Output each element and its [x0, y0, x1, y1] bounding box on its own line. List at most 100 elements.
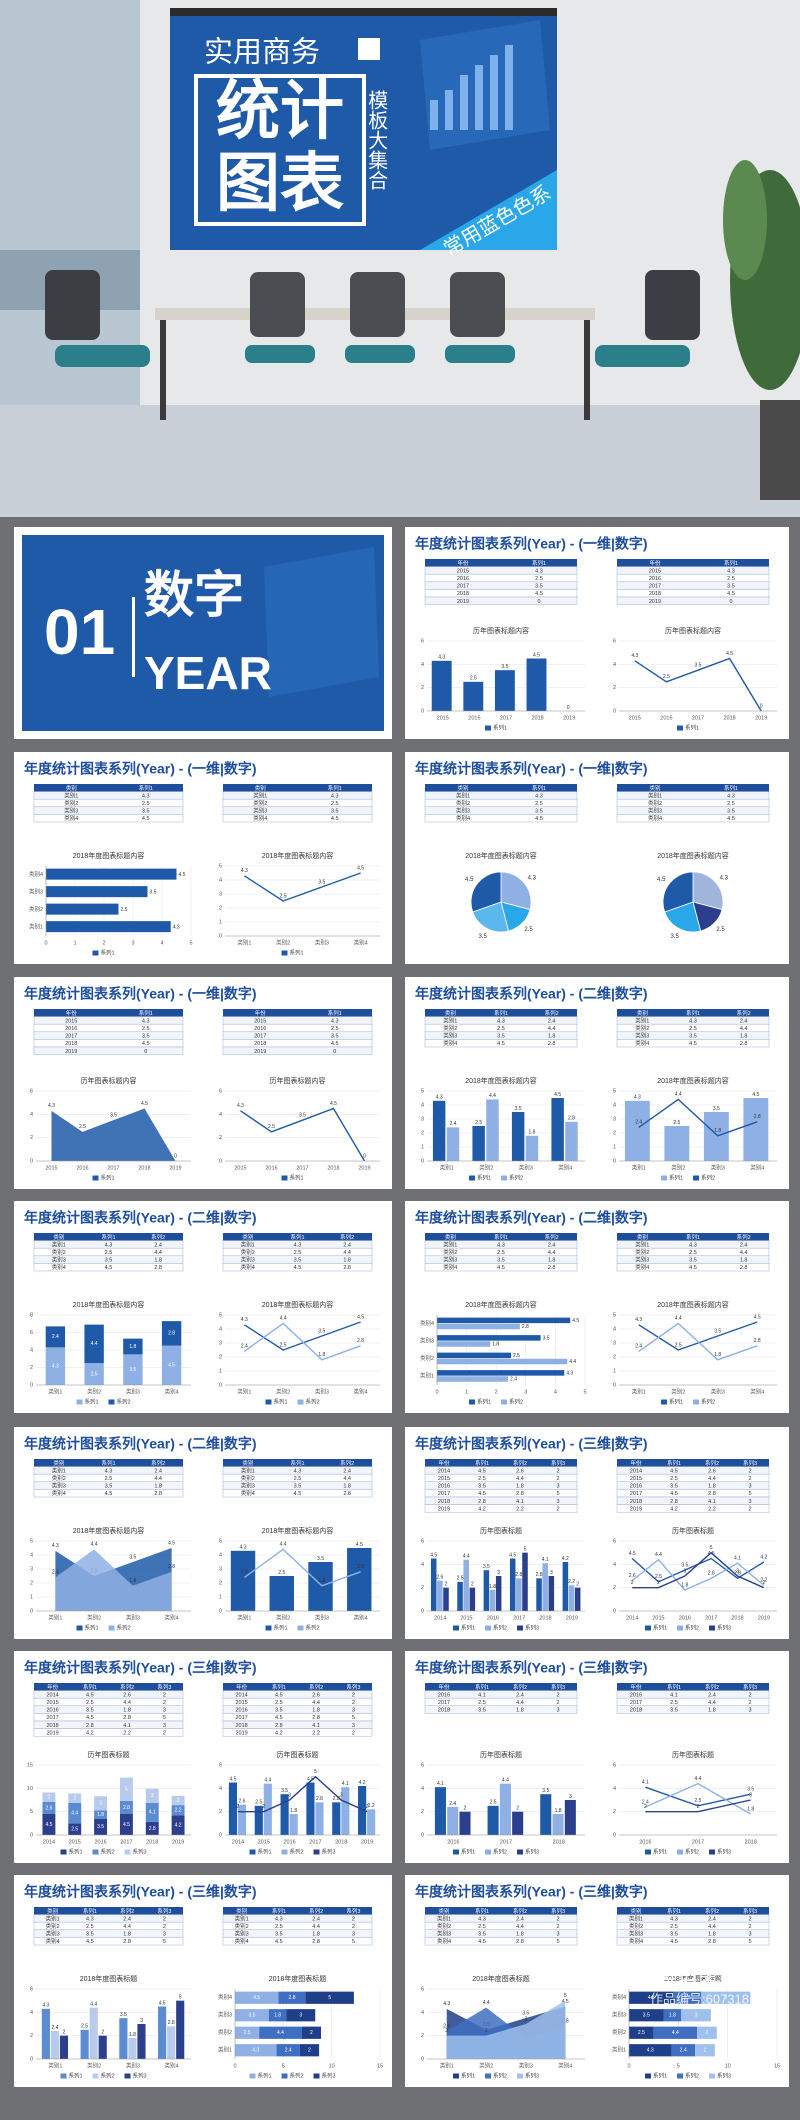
legend-swatch — [501, 1175, 507, 1181]
bar — [437, 1376, 509, 1382]
table-cell: 2018 — [438, 1499, 450, 1505]
data-label: 2 — [262, 1804, 265, 1810]
y-tick-label: 6 — [30, 1330, 33, 1336]
data-label: 1.8 — [318, 1578, 325, 1584]
data-label: 2.4 — [443, 2023, 450, 2029]
bar — [568, 1585, 575, 1611]
table-header-bg — [425, 559, 577, 567]
bar — [499, 1783, 511, 1835]
y-tick-label: 6 — [613, 1538, 616, 1544]
y-tick-label: 类别4 — [218, 1993, 232, 2001]
x-tick-label: 类别3 — [315, 938, 329, 946]
data-label: 4.4 — [280, 1542, 287, 1548]
table-cell: 2 — [748, 1476, 751, 1482]
x-tick-label: 2017 — [692, 1839, 704, 1845]
data-label: 1.8 — [714, 1128, 721, 1134]
table-cell: 类别2 — [443, 1248, 457, 1256]
data-label: 2.8 — [754, 1114, 761, 1120]
table-cell: 类别2 — [648, 799, 662, 807]
legend-swatch — [709, 1849, 715, 1855]
y-tick-label: 类别3 — [612, 2011, 626, 2019]
chair-seat — [595, 345, 690, 367]
data-label: 4.3 — [42, 2003, 49, 2009]
legend-swatch — [313, 2073, 320, 2079]
table-cell: 2019 — [649, 599, 661, 605]
legend-label: 系列2 — [701, 1397, 715, 1405]
bar-segment — [161, 1321, 182, 1346]
table-cell: 4.5 — [670, 1939, 678, 1945]
x-tick-label: 类别2 — [276, 1613, 290, 1621]
table-cell: 3 — [163, 1723, 166, 1729]
table-cell: 3.5 — [331, 809, 339, 815]
table-cell: 2 — [556, 1924, 559, 1930]
x-tick-label: 2019 — [361, 1839, 373, 1845]
data-label: 1.8 — [129, 2032, 136, 2038]
bar — [542, 1563, 548, 1611]
data-label: 2.4 — [285, 2048, 292, 2054]
table-cell: 5 — [748, 1491, 751, 1497]
table-header-cell: 系列2 — [737, 1233, 751, 1241]
x-tick-label: 2017 — [107, 1165, 119, 1171]
table-cell: 2.5 — [689, 1026, 697, 1032]
data-label: 2.8 — [562, 2019, 569, 2025]
data-label: 5 — [179, 1994, 182, 2000]
table-cell: 2.5 — [86, 1924, 94, 1930]
bar-segment — [119, 1777, 133, 1801]
poster-decoration — [420, 20, 550, 150]
y-tick-label: 4 — [219, 1326, 222, 1332]
table-header-cell: 系列3 — [551, 1907, 565, 1915]
bar — [46, 903, 119, 915]
y-tick-label: 3 — [219, 891, 222, 897]
table-cell: 2.2 — [708, 1506, 716, 1512]
legend-label: 系列3 — [322, 1847, 336, 1855]
data-label: 2.5 — [457, 1576, 464, 1582]
table-cell: 4.5 — [275, 1939, 283, 1945]
data-label: 4.5 — [533, 652, 540, 658]
table-cell: 5 — [748, 1939, 751, 1945]
data-label: 2.8 — [168, 2020, 175, 2026]
data-label: 4.5 — [430, 1552, 437, 1558]
table-header-cell: 系列1 — [494, 1233, 508, 1241]
x-tick-label: 类别4 — [354, 1387, 368, 1395]
table-row-bg — [33, 1031, 184, 1040]
table-cell: 4.3 — [689, 1018, 697, 1024]
table-cell: 4.5 — [727, 591, 735, 597]
data-label: 5 — [724, 1995, 727, 2001]
table-cell: 4.5 — [275, 1692, 283, 1698]
table-cell: 2014 — [438, 1468, 450, 1474]
table-cell: 2017 — [438, 1700, 450, 1706]
table-header-cell: 年份 — [255, 1009, 267, 1017]
table-header-bg — [34, 1009, 183, 1017]
table-cell: 3 — [556, 1499, 559, 1505]
data-label: 4.5 — [752, 1092, 759, 1098]
data-label: 4.3 — [52, 1364, 59, 1370]
data-label: 3.5 — [479, 934, 488, 940]
table-row-bg — [616, 791, 770, 800]
table-header-cell: 类别 — [242, 1233, 253, 1241]
table-header-bg — [617, 559, 769, 567]
table-row-bg — [222, 1937, 373, 1946]
table-cell: 1.8 — [312, 1708, 320, 1714]
data-label: 2.6 — [45, 1805, 52, 1811]
table-cell: 3 — [748, 1708, 751, 1714]
data-label: 2.5 — [490, 1800, 497, 1806]
data-label: 2.8 — [168, 1331, 175, 1337]
x-tick-label: 2016 — [94, 1839, 106, 1845]
y-tick-label: 类别4 — [420, 1319, 434, 1327]
legend-label: 系列1 — [69, 1847, 83, 1855]
table-header-cell: 系列2 — [120, 1907, 134, 1915]
bar — [98, 2035, 107, 2059]
chart-title: 2018年度图表标题内容 — [657, 1300, 729, 1309]
table-cell: 2019 — [457, 599, 469, 605]
table-cell: 2.8 — [516, 1939, 524, 1945]
table-header-cell: 系列2 — [705, 1907, 719, 1915]
data-label: 3 — [550, 1570, 553, 1576]
table-header-cell: 系列2 — [309, 1907, 323, 1915]
chart-title: 历年图表标题 — [277, 1750, 319, 1759]
table-cell: 3.5 — [535, 809, 543, 815]
hero: 常用蓝色色系 实用商务 统计 图表 模板大集合 — [0, 0, 800, 517]
table-row-bg — [424, 589, 578, 598]
data-label: 2.5 — [268, 1124, 275, 1130]
legend-label: 系列2 — [493, 1623, 507, 1631]
